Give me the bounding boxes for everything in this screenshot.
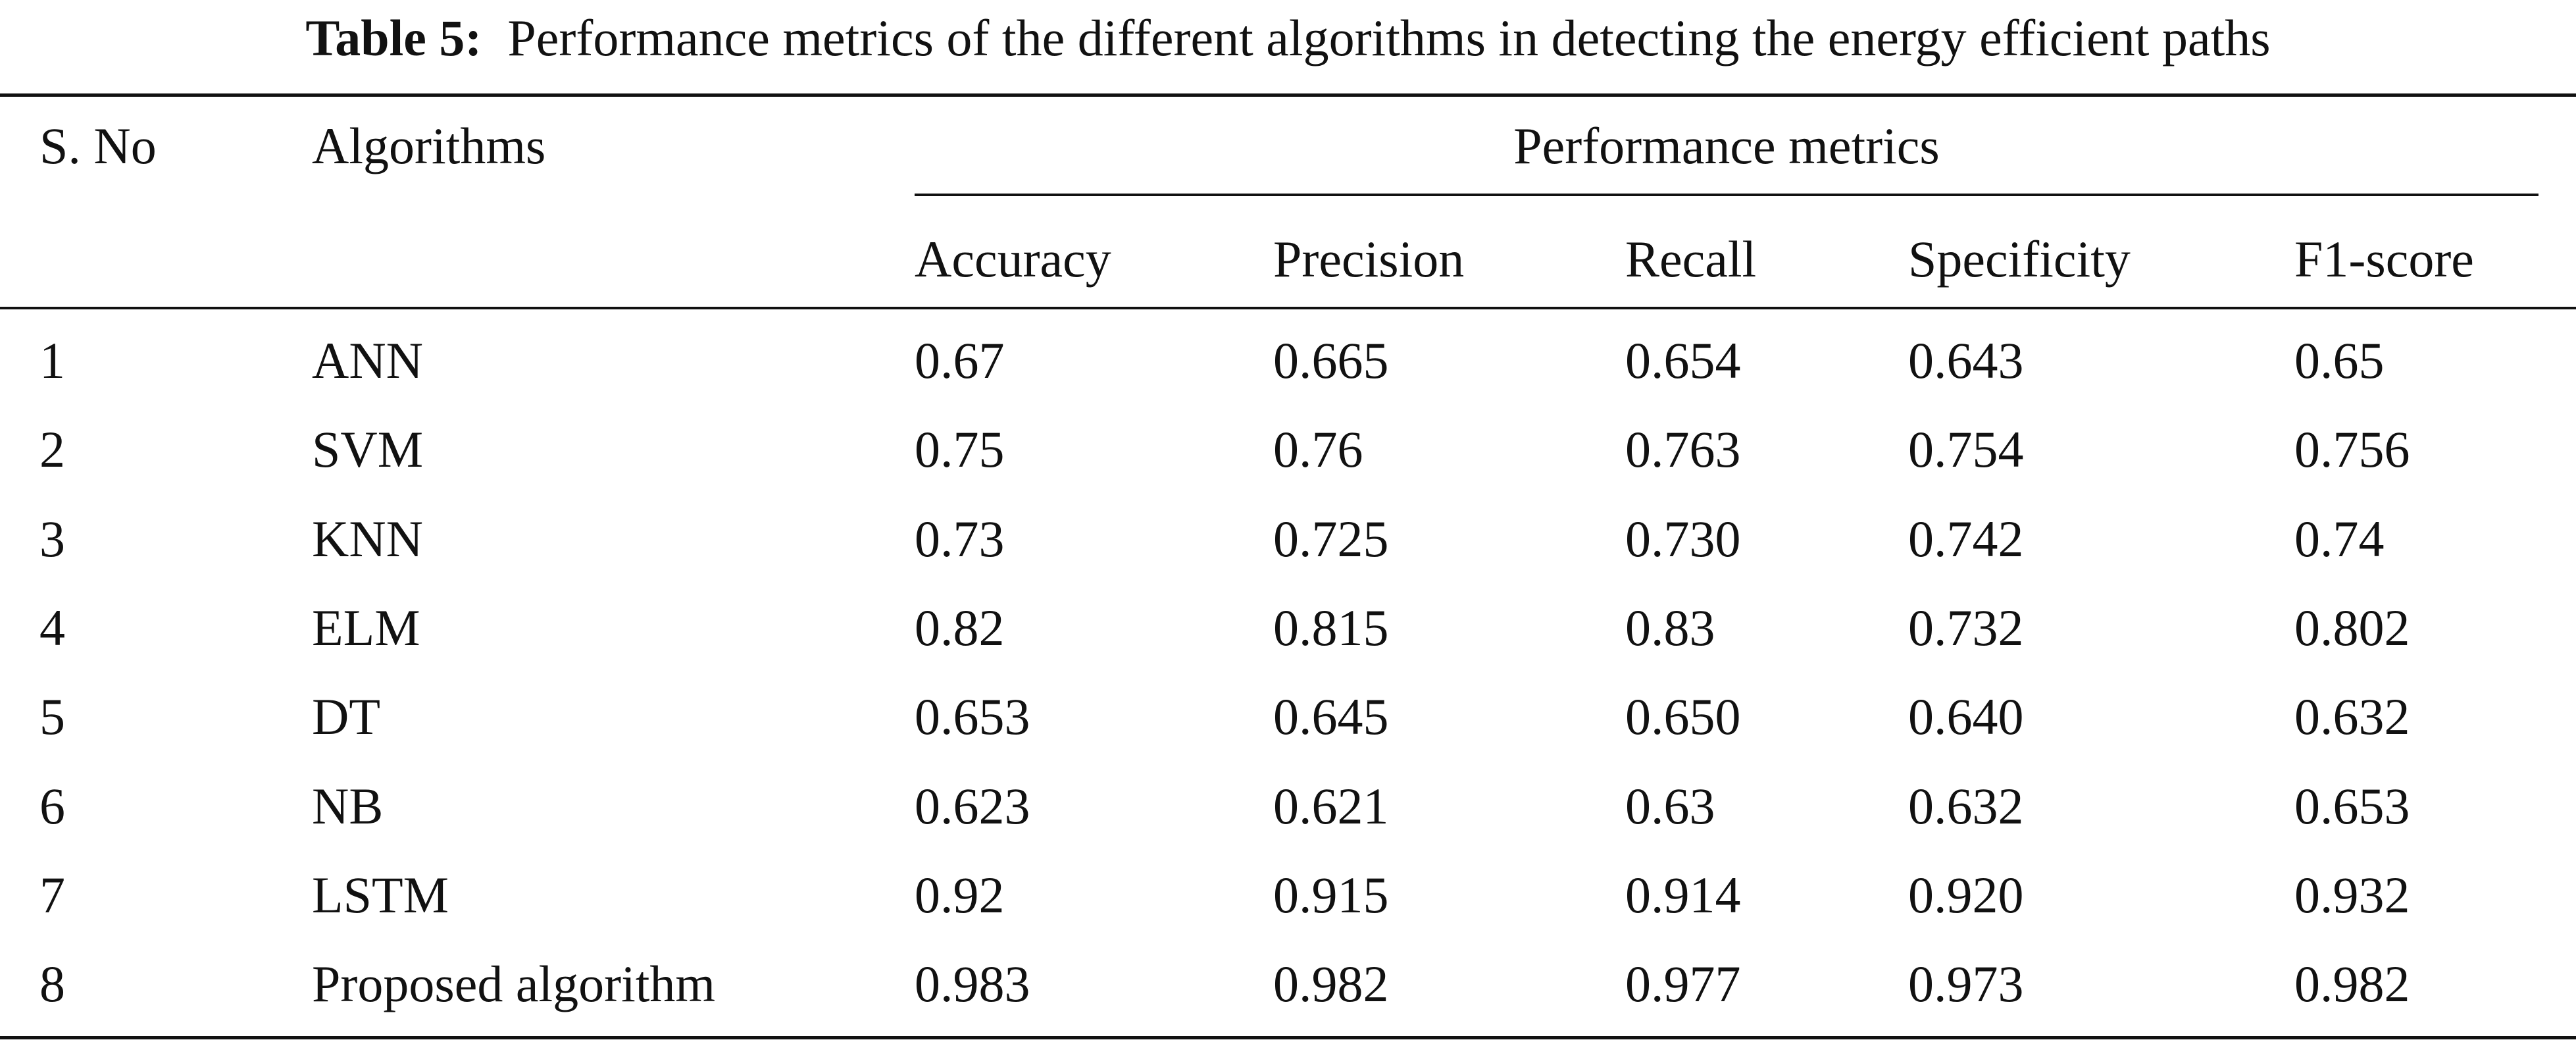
cell-algorithm: LSTM [312, 866, 449, 924]
cell-accuracy: 0.983 [915, 955, 1030, 1012]
cell-specificity: 0.742 [1908, 510, 2024, 567]
cell-specificity: 0.643 [1908, 332, 2024, 389]
cell-recall: 0.914 [1625, 866, 1741, 924]
cell-precision: 0.982 [1273, 955, 1389, 1012]
table-row: 3 KNN 0.73 0.725 0.730 0.742 0.74 [0, 506, 2576, 572]
cell-sno: 3 [39, 510, 65, 567]
table-row: 4 ELM 0.82 0.815 0.83 0.732 0.802 [0, 595, 2576, 661]
table-bottom-rule [0, 1036, 2576, 1039]
cell-precision: 0.815 [1273, 599, 1389, 656]
cell-recall: 0.730 [1625, 510, 1741, 567]
header-accuracy: Accuracy [915, 230, 1111, 288]
cell-sno: 4 [39, 599, 65, 656]
cell-specificity: 0.920 [1908, 866, 2024, 924]
cell-recall: 0.654 [1625, 332, 1741, 389]
cell-specificity: 0.632 [1908, 777, 2024, 835]
cell-accuracy: 0.82 [915, 599, 1005, 656]
cell-f1-score: 0.74 [2294, 510, 2385, 567]
header-performance-metrics: Performance metrics [1513, 117, 1940, 174]
cell-f1-score: 0.632 [2294, 688, 2410, 745]
cell-specificity: 0.732 [1908, 599, 2024, 656]
cell-specificity: 0.754 [1908, 421, 2024, 478]
cell-recall: 0.650 [1625, 688, 1741, 745]
cell-f1-score: 0.982 [2294, 955, 2410, 1012]
table-caption-label: Table 5: [305, 9, 482, 66]
cell-accuracy: 0.653 [915, 688, 1030, 745]
table-caption: Table 5: Performance metrics of the diff… [0, 5, 2576, 71]
cell-precision: 0.725 [1273, 510, 1389, 567]
table-row: 2 SVM 0.75 0.76 0.763 0.754 0.756 [0, 417, 2576, 483]
cell-precision: 0.645 [1273, 688, 1389, 745]
table-row: 7 LSTM 0.92 0.915 0.914 0.920 0.932 [0, 862, 2576, 928]
cell-algorithm: DT [312, 688, 380, 745]
cell-recall: 0.977 [1625, 955, 1741, 1012]
cell-f1-score: 0.932 [2294, 866, 2410, 924]
cell-recall: 0.63 [1625, 777, 1715, 835]
cell-algorithm: SVM [312, 421, 424, 478]
cell-algorithm: Proposed algorithm [312, 955, 716, 1012]
cell-algorithm: ELM [312, 599, 420, 656]
cell-accuracy: 0.73 [915, 510, 1005, 567]
cell-sno: 5 [39, 688, 65, 745]
cell-sno: 7 [39, 866, 65, 924]
cell-accuracy: 0.75 [915, 421, 1005, 478]
table-row: 8 Proposed algorithm 0.983 0.982 0.977 0.973 0… [0, 951, 2576, 1017]
table-caption-text: Performance metrics of the different alg… [507, 9, 2271, 66]
cell-precision: 0.621 [1273, 777, 1389, 835]
group-header-rule [915, 194, 2538, 196]
cell-algorithm: ANN [312, 332, 423, 389]
header-algorithms: Algorithms [312, 117, 546, 174]
cell-accuracy: 0.623 [915, 777, 1030, 835]
header-recall: Recall [1625, 230, 1757, 288]
header-specificity: Specificity [1908, 230, 2131, 288]
cell-sno: 1 [39, 332, 65, 389]
cell-accuracy: 0.67 [915, 332, 1005, 389]
cell-precision: 0.665 [1273, 332, 1389, 389]
cell-specificity: 0.973 [1908, 955, 2024, 1012]
cell-f1-score: 0.802 [2294, 599, 2410, 656]
cell-accuracy: 0.92 [915, 866, 1005, 924]
cell-specificity: 0.640 [1908, 688, 2024, 745]
cell-sno: 2 [39, 421, 65, 478]
cell-algorithm: KNN [312, 510, 423, 567]
cell-recall: 0.83 [1625, 599, 1715, 656]
table-row: 5 DT 0.653 0.645 0.650 0.640 0.632 [0, 684, 2576, 750]
header-precision: Precision [1273, 230, 1465, 288]
cell-algorithm: NB [312, 777, 384, 835]
table-row: 1 ANN 0.67 0.665 0.654 0.643 0.65 [0, 328, 2576, 394]
cell-f1-score: 0.756 [2294, 421, 2410, 478]
cell-sno: 6 [39, 777, 65, 835]
cell-f1-score: 0.653 [2294, 777, 2410, 835]
header-f1-score: F1-score [2294, 230, 2474, 288]
table-row: 6 NB 0.623 0.621 0.63 0.632 0.653 [0, 773, 2576, 839]
table-top-rule [0, 93, 2576, 97]
cell-recall: 0.763 [1625, 421, 1741, 478]
header-sno: S. No [39, 117, 157, 174]
cell-sno: 8 [39, 955, 65, 1012]
cell-f1-score: 0.65 [2294, 332, 2385, 389]
cell-precision: 0.76 [1273, 421, 1363, 478]
header-bottom-rule [0, 307, 2576, 309]
cell-precision: 0.915 [1273, 866, 1389, 924]
